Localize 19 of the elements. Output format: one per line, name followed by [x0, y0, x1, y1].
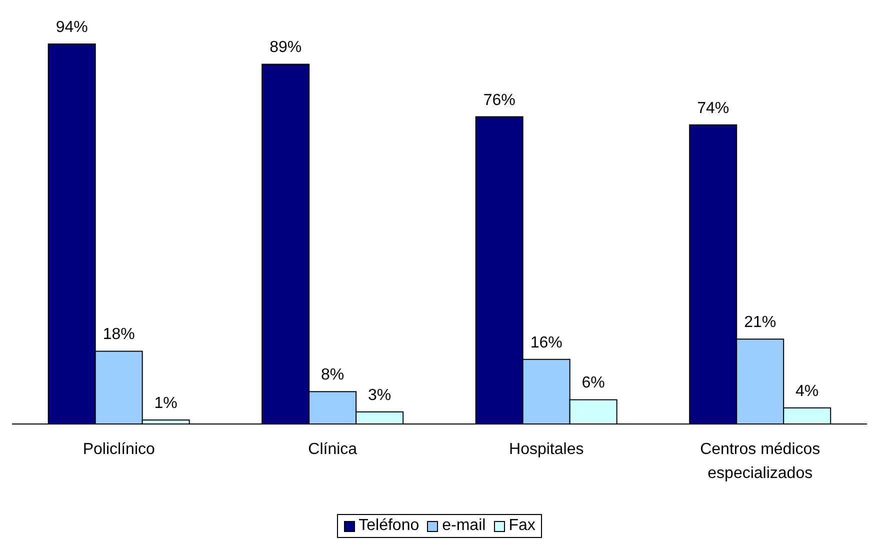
x-tick-label: Centros médicos especializados: [700, 441, 820, 482]
data-label: 74%: [697, 100, 730, 117]
data-label: 76%: [483, 92, 516, 109]
x-tick-label: Clínica: [308, 441, 358, 458]
data-label: 16%: [530, 334, 562, 352]
data-label: 3%: [368, 386, 392, 404]
data-label: 89%: [270, 39, 302, 56]
x-tick-label: Policlínico: [82, 441, 155, 458]
x-tick-label: Hospitales: [509, 441, 584, 458]
legend-label: Fax: [508, 517, 536, 535]
data-label: 8%: [321, 366, 344, 384]
legend-label: e-mail: [441, 517, 486, 535]
legend-label: Teléfono: [358, 517, 420, 535]
data-label: 18%: [102, 326, 135, 344]
data-label: 94%: [56, 19, 88, 36]
data-label: 6%: [582, 374, 605, 392]
data-label: 1%: [154, 394, 178, 412]
data-label: 4%: [796, 382, 819, 400]
data-label: 21%: [744, 314, 776, 332]
